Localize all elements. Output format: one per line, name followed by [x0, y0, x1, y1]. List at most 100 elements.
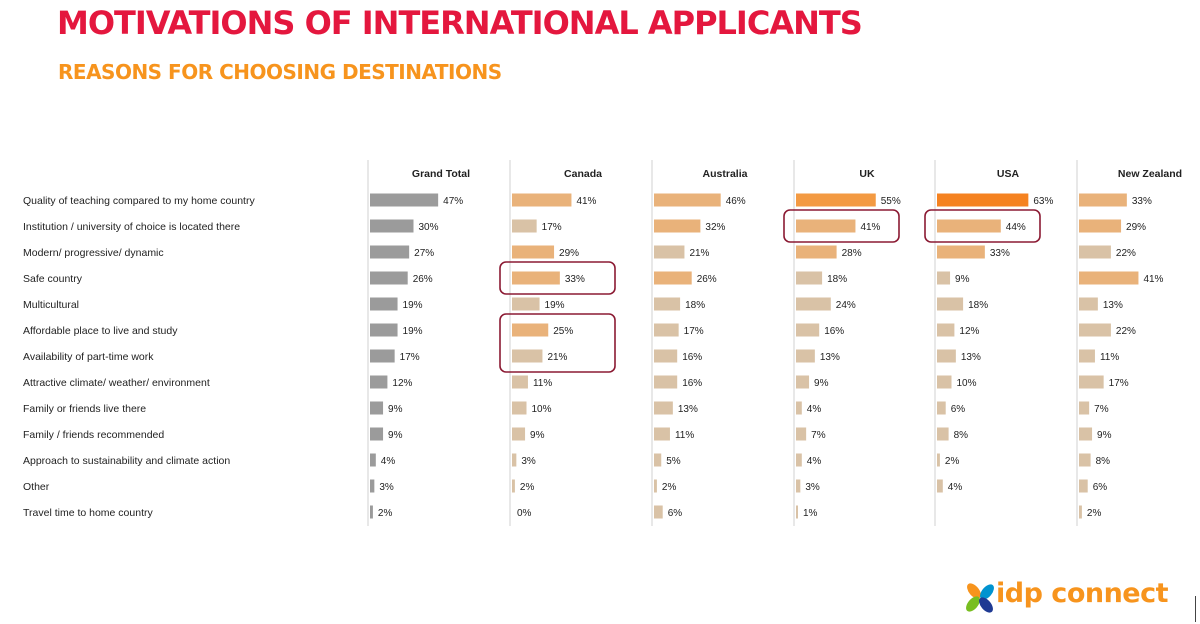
- value-label-australia-family-or-friends-live-there: 13%: [678, 404, 698, 415]
- value-label-canada-affordable-place-to-live-and-study: 25%: [553, 326, 573, 337]
- row-label-availability-of-part-time-work: Availability of part-time work: [23, 351, 154, 363]
- bar-uk-family-friends-recommended: [796, 427, 807, 441]
- value-label-grand-total-approach-to-sustainability-and-climate-action: 4%: [381, 456, 396, 467]
- row-label-multicultural: Multicultural: [23, 299, 79, 311]
- bar-australia-family-or-friends-live-there: [654, 401, 673, 415]
- bar-canada-safe-country: [512, 271, 560, 285]
- value-label-grand-total-modern-progressive-dynamic: 27%: [414, 248, 434, 259]
- column-header-grand-total: Grand Total: [412, 168, 470, 180]
- bar-grand-total-institution-university-of-choice-is-located-there: [370, 219, 414, 233]
- value-label-usa-approach-to-sustainability-and-climate-action: 2%: [945, 456, 960, 467]
- value-label-uk-modern-progressive-dynamic: 28%: [842, 248, 862, 259]
- bar-australia-family-friends-recommended: [654, 427, 670, 441]
- value-label-australia-safe-country: 26%: [697, 274, 717, 285]
- bar-usa-multicultural: [937, 297, 964, 311]
- column-header-new-zealand: New Zealand: [1118, 168, 1182, 180]
- bar-canada-multicultural: [512, 297, 540, 311]
- bar-grand-total-family-friends-recommended: [370, 427, 384, 441]
- bar-new-zealand-modern-progressive-dynamic: [1079, 245, 1111, 259]
- bar-usa-approach-to-sustainability-and-climate-action: [937, 453, 940, 467]
- column-header-australia: Australia: [703, 168, 748, 180]
- bar-canada-modern-progressive-dynamic: [512, 245, 555, 259]
- value-label-uk-quality-of-teaching-compared-to-my-home-country: 55%: [881, 196, 901, 207]
- value-label-canada-availability-of-part-time-work: 21%: [547, 352, 567, 363]
- value-label-usa-availability-of-part-time-work: 13%: [961, 352, 981, 363]
- row-label-approach-to-sustainability-and-climate-action: Approach to sustainability and climate a…: [23, 455, 230, 467]
- bar-new-zealand-travel-time-to-home-country: [1079, 505, 1082, 519]
- row-label-other: Other: [23, 481, 50, 493]
- bar-canada-family-or-friends-live-there: [512, 401, 527, 415]
- value-label-grand-total-quality-of-teaching-compared-to-my-home-country: 47%: [443, 196, 463, 207]
- value-label-australia-other: 2%: [662, 482, 677, 493]
- bar-new-zealand-institution-university-of-choice-is-located-there: [1079, 219, 1122, 233]
- value-label-new-zealand-travel-time-to-home-country: 2%: [1087, 508, 1102, 519]
- row-label-family-or-friends-live-there: Family or friends live there: [23, 403, 146, 415]
- value-label-canada-other: 2%: [520, 482, 535, 493]
- bar-uk-safe-country: [796, 271, 823, 285]
- bar-new-zealand-availability-of-part-time-work: [1079, 349, 1095, 363]
- row-label-modern-progressive-dynamic: Modern/ progressive/ dynamic: [23, 247, 164, 259]
- bar-usa-family-or-friends-live-there: [937, 401, 946, 415]
- bar-canada-approach-to-sustainability-and-climate-action: [512, 453, 517, 467]
- value-label-australia-attractive-climate-weather-environment: 16%: [682, 378, 702, 389]
- value-label-usa-other: 4%: [948, 482, 963, 493]
- idp-logo-icon: [966, 583, 994, 613]
- value-label-new-zealand-attractive-climate-weather-environment: 17%: [1109, 378, 1129, 389]
- value-label-uk-travel-time-to-home-country: 1%: [803, 508, 818, 519]
- value-label-uk-affordable-place-to-live-and-study: 16%: [824, 326, 844, 337]
- value-label-new-zealand-institution-university-of-choice-is-located-there: 29%: [1126, 222, 1146, 233]
- value-label-grand-total-travel-time-to-home-country: 2%: [378, 508, 393, 519]
- bar-grand-total-safe-country: [370, 271, 408, 285]
- bar-canada-attractive-climate-weather-environment: [512, 375, 528, 389]
- value-label-australia-availability-of-part-time-work: 16%: [682, 352, 702, 363]
- bar-australia-affordable-place-to-live-and-study: [654, 323, 679, 337]
- bar-uk-quality-of-teaching-compared-to-my-home-country: [796, 193, 876, 207]
- bar-usa-institution-university-of-choice-is-located-there: [937, 219, 1001, 233]
- value-label-canada-safe-country: 33%: [565, 274, 585, 285]
- bar-usa-affordable-place-to-live-and-study: [937, 323, 955, 337]
- value-label-canada-institution-university-of-choice-is-located-there: 17%: [542, 222, 562, 233]
- bar-canada-quality-of-teaching-compared-to-my-home-country: [512, 193, 572, 207]
- value-label-uk-availability-of-part-time-work: 13%: [820, 352, 840, 363]
- value-label-grand-total-affordable-place-to-live-and-study: 19%: [403, 326, 423, 337]
- bar-new-zealand-quality-of-teaching-compared-to-my-home-country: [1079, 193, 1127, 207]
- value-label-uk-attractive-climate-weather-environment: 9%: [814, 378, 829, 389]
- slide-edge-divider: [1195, 596, 1196, 622]
- brand-logo-text: idp connect: [996, 578, 1169, 609]
- bar-new-zealand-other: [1079, 479, 1088, 493]
- value-label-usa-safe-country: 9%: [955, 274, 970, 285]
- highlight-box-canada: [499, 261, 616, 295]
- bar-usa-attractive-climate-weather-environment: [937, 375, 952, 389]
- bar-uk-availability-of-part-time-work: [796, 349, 815, 363]
- value-label-canada-travel-time-to-home-country: 0%: [517, 508, 532, 519]
- highlight-box-usa: [924, 209, 1041, 243]
- bar-uk-family-or-friends-live-there: [796, 401, 802, 415]
- value-label-canada-multicultural: 19%: [545, 300, 565, 311]
- value-label-uk-family-friends-recommended: 7%: [811, 430, 826, 441]
- value-label-uk-family-or-friends-live-there: 4%: [807, 404, 822, 415]
- bar-uk-institution-university-of-choice-is-located-there: [796, 219, 856, 233]
- bar-usa-safe-country: [937, 271, 951, 285]
- value-label-canada-modern-progressive-dynamic: 29%: [559, 248, 579, 259]
- bar-uk-other: [796, 479, 801, 493]
- value-label-grand-total-institution-university-of-choice-is-located-there: 30%: [419, 222, 439, 233]
- value-label-grand-total-safe-country: 26%: [413, 274, 433, 285]
- value-label-australia-family-friends-recommended: 11%: [675, 430, 694, 441]
- row-label-institution-university-of-choice-is-located-there: Institution / university of choice is lo…: [23, 221, 240, 233]
- page-title: MOTIVATIONS OF INTERNATIONAL APPLICANTS: [57, 4, 863, 42]
- value-label-australia-travel-time-to-home-country: 6%: [668, 508, 683, 519]
- highlight-box-uk: [783, 209, 900, 243]
- value-label-new-zealand-quality-of-teaching-compared-to-my-home-country: 33%: [1132, 196, 1152, 207]
- bar-usa-availability-of-part-time-work: [937, 349, 956, 363]
- value-label-australia-quality-of-teaching-compared-to-my-home-country: 46%: [726, 196, 746, 207]
- bar-canada-affordable-place-to-live-and-study: [512, 323, 549, 337]
- value-label-canada-family-or-friends-live-there: 10%: [532, 404, 552, 415]
- bar-new-zealand-multicultural: [1079, 297, 1098, 311]
- bar-usa-other: [937, 479, 943, 493]
- bar-new-zealand-affordable-place-to-live-and-study: [1079, 323, 1111, 337]
- bar-uk-multicultural: [796, 297, 831, 311]
- value-label-new-zealand-family-or-friends-live-there: 7%: [1094, 404, 1109, 415]
- value-label-canada-approach-to-sustainability-and-climate-action: 3%: [521, 456, 536, 467]
- bar-grand-total-modern-progressive-dynamic: [370, 245, 410, 259]
- value-label-canada-quality-of-teaching-compared-to-my-home-country: 41%: [576, 196, 596, 207]
